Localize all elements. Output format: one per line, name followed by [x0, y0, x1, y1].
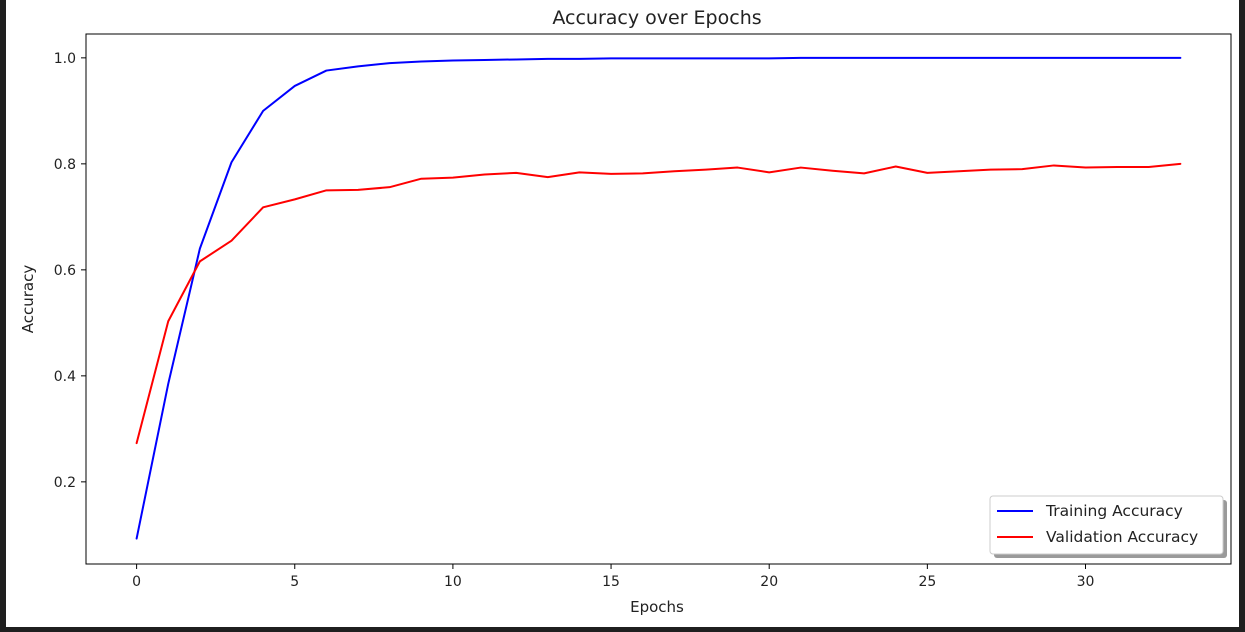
- y-tick-label: 0.2: [54, 475, 76, 491]
- y-tick-label: 0.6: [54, 263, 76, 279]
- chart-title: Accuracy over Epochs: [552, 7, 761, 29]
- x-axis-title: Epochs: [630, 598, 684, 616]
- training-accuracy-line: [135, 56, 1182, 540]
- y-axis: 0.2 0.4 0.6 0.8 1.0: [54, 51, 86, 491]
- series-layer: [135, 56, 1182, 540]
- legend: Training Accuracy Validation Accuracy: [989, 495, 1227, 558]
- y-tick-label: 1.0: [54, 51, 76, 67]
- legend-label-training: Training Accuracy: [1045, 502, 1183, 520]
- x-tick-label: 30: [1077, 574, 1095, 590]
- x-tick-label: 0: [132, 574, 141, 590]
- legend-label-validation: Validation Accuracy: [1046, 528, 1198, 546]
- x-tick-label: 15: [602, 574, 620, 590]
- validation-accuracy-line: [135, 162, 1182, 445]
- y-axis-title: Accuracy: [19, 265, 37, 334]
- x-tick-label: 10: [444, 574, 462, 590]
- x-tick-label: 20: [760, 574, 778, 590]
- plot-area: [85, 33, 1232, 565]
- legend-box: [989, 495, 1224, 555]
- x-tick-label: 5: [290, 574, 299, 590]
- x-tick-label: 25: [918, 574, 936, 590]
- y-tick-label: 0.8: [54, 157, 76, 173]
- x-axis: 0 5 10 15 20 25 30: [132, 564, 1094, 590]
- y-tick-label: 0.4: [54, 369, 76, 385]
